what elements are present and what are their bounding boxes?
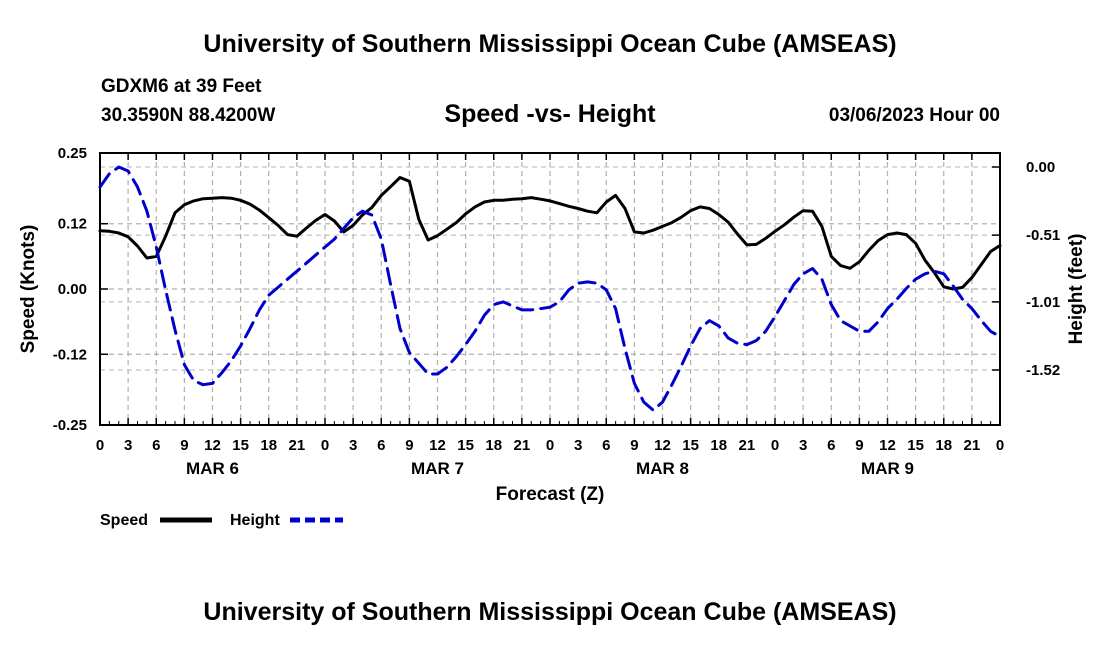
legend: Speed Height [100, 512, 343, 529]
x-axis-label: Forecast (Z) [496, 484, 605, 505]
y-tick-label: -0.12 [53, 346, 87, 363]
x-tick-label: 21 [514, 437, 531, 454]
y-tick-label: 0.12 [58, 216, 87, 233]
y-tick-label: 0.25 [58, 145, 87, 162]
x-tick-label: 18 [935, 437, 952, 454]
x-tick-label: 3 [124, 437, 132, 454]
x-tick-label: 0 [771, 437, 779, 454]
y2-tick-label: 0.00 [1026, 159, 1055, 176]
axes: 0 3 6 9 12 15 18 21 0 3 6 9 12 15 18 21 0 3 6 9 12 15 18 21 0 3 6 9… [53, 145, 1060, 478]
x-tick-label: 12 [654, 437, 671, 454]
x-tick-label: 9 [180, 437, 188, 454]
x-tick-label: 9 [405, 437, 413, 454]
station-coordinates: 30.3590N 88.4200W [101, 105, 276, 126]
y2-axis-label: Height (feet) [1066, 234, 1087, 345]
x-tick-label: 15 [682, 437, 699, 454]
x-tick-label: 9 [855, 437, 863, 454]
y-axis-label: Speed (Knots) [18, 225, 39, 354]
x-tick-label: 21 [739, 437, 756, 454]
grid-lines [100, 153, 1000, 425]
x-tick-label: 3 [574, 437, 582, 454]
day-label: MAR 7 [411, 459, 464, 478]
x-tick-label: 12 [429, 437, 446, 454]
day-label: MAR 6 [186, 459, 239, 478]
x-tick-label: 0 [321, 437, 329, 454]
x-tick-label: 15 [232, 437, 249, 454]
x-tick-label: 12 [204, 437, 221, 454]
y2-tick-label: -1.52 [1026, 362, 1060, 379]
x-tick-label: 0 [996, 437, 1004, 454]
x-tick-label: 21 [964, 437, 981, 454]
y2-tick-label: -0.51 [1026, 227, 1060, 244]
x-tick-label: 9 [630, 437, 638, 454]
x-tick-label: 3 [349, 437, 357, 454]
legend-label-speed: Speed [100, 512, 148, 529]
x-tick-label: 18 [485, 437, 502, 454]
forecast-datetime: 03/06/2023 Hour 00 [828, 105, 1000, 126]
x-tick-label: 15 [907, 437, 924, 454]
x-tick-label: 18 [710, 437, 727, 454]
footer-title: University of Southern Mississippi Ocean… [203, 598, 897, 626]
x-tick-label: 6 [827, 437, 835, 454]
x-tick-label: 0 [96, 437, 104, 454]
speed-series-line [98, 176, 1002, 291]
chart-main-title: University of Southern Mississippi Ocean… [203, 30, 897, 58]
height-series-line [98, 165, 1002, 412]
day-label: MAR 8 [636, 459, 689, 478]
x-tick-label: 18 [260, 437, 277, 454]
data-series [98, 165, 1002, 412]
y-tick-label: 0.00 [58, 281, 87, 298]
x-tick-label: 15 [457, 437, 474, 454]
x-tick-label: 21 [289, 437, 306, 454]
chart-subtitle: Speed -vs- Height [444, 100, 656, 128]
x-tick-label: 3 [799, 437, 807, 454]
legend-label-height: Height [230, 512, 280, 529]
x-tick-label: 6 [602, 437, 610, 454]
x-tick-label: 6 [152, 437, 160, 454]
y2-tick-label: -1.01 [1026, 294, 1060, 311]
station-label: GDXM6 at 39 Feet [101, 76, 262, 97]
x-tick-label: 6 [377, 437, 385, 454]
x-tick-label: 12 [879, 437, 896, 454]
y-tick-label: -0.25 [53, 417, 87, 434]
x-tick-label: 0 [546, 437, 554, 454]
day-label: MAR 9 [861, 459, 914, 478]
